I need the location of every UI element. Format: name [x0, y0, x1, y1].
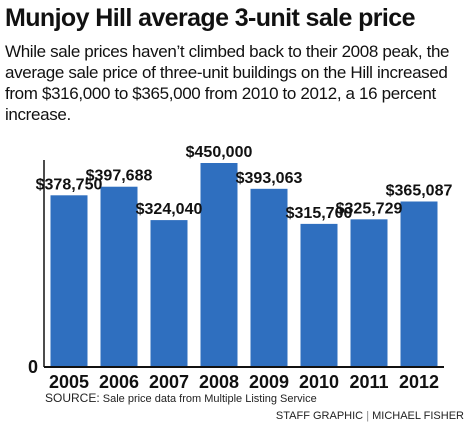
- source-label: SOURCE:: [45, 391, 100, 405]
- bar-2009: [250, 188, 288, 367]
- value-label-2005: $378,750: [36, 176, 103, 193]
- bars-group: [50, 163, 438, 367]
- source-text: Sale price data from Multiple Listing Se…: [102, 393, 317, 405]
- value-label-2010: $315,700: [286, 205, 353, 222]
- chart-title: Munjoy Hill average 3-unit sale price: [5, 4, 415, 32]
- credit-line: STAFF GRAPHIC | MICHAEL FISHER: [276, 410, 464, 422]
- value-label-2008: $450,000: [186, 144, 253, 161]
- y-tick-label: 0: [28, 357, 38, 377]
- value-label-2009: $393,063: [236, 170, 303, 187]
- bar-2008: [200, 163, 238, 367]
- bar-2005: [50, 195, 88, 367]
- category-label-2011: 2011: [349, 372, 388, 392]
- credit-separator: |: [366, 410, 370, 422]
- value-label-2012: $365,087: [386, 182, 453, 199]
- category-label-2009: 2009: [249, 372, 289, 392]
- category-label-2005: 2005: [49, 372, 89, 392]
- value-labels-group: $378,750$397,688 $324,040 $450,000 $393,063…: [36, 144, 453, 222]
- bar-2007: [150, 220, 188, 367]
- bar-2006: [100, 186, 138, 367]
- category-label-2008: 2008: [199, 372, 239, 392]
- bar-2011: [350, 219, 388, 367]
- category-label-2007: 2007: [149, 372, 189, 392]
- category-label-2012: 2012: [399, 372, 439, 392]
- value-label-2006: $397,688: [86, 168, 153, 185]
- source-note: SOURCE: Sale price data from Multiple Li…: [45, 391, 317, 405]
- category-label-2010: 2010: [299, 372, 339, 392]
- credit-staff: STAFF GRAPHIC: [275, 410, 364, 422]
- bar-2012: [400, 201, 438, 367]
- chart-subtitle: While sale prices haven’t climbed back t…: [5, 42, 450, 124]
- value-label-2007: $324,040: [136, 201, 203, 218]
- category-labels-group: 2005 2006 2007 2008 2009 2010 2011 2012: [49, 372, 439, 392]
- category-label-2006: 2006: [99, 372, 139, 392]
- bar-2010: [300, 223, 338, 367]
- credit-author: MICHAEL FISHER: [372, 410, 464, 422]
- value-label-2011: $325,729: [336, 200, 403, 217]
